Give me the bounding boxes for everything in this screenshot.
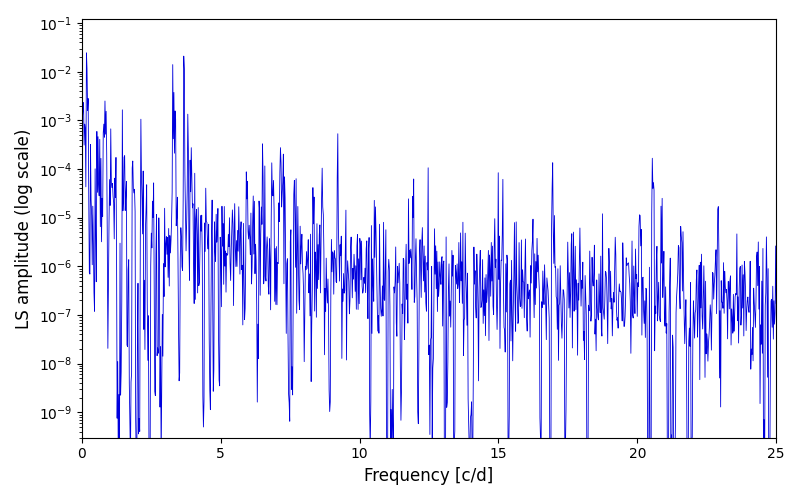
Y-axis label: LS amplitude (log scale): LS amplitude (log scale): [15, 128, 33, 328]
X-axis label: Frequency [c/d]: Frequency [c/d]: [364, 467, 494, 485]
